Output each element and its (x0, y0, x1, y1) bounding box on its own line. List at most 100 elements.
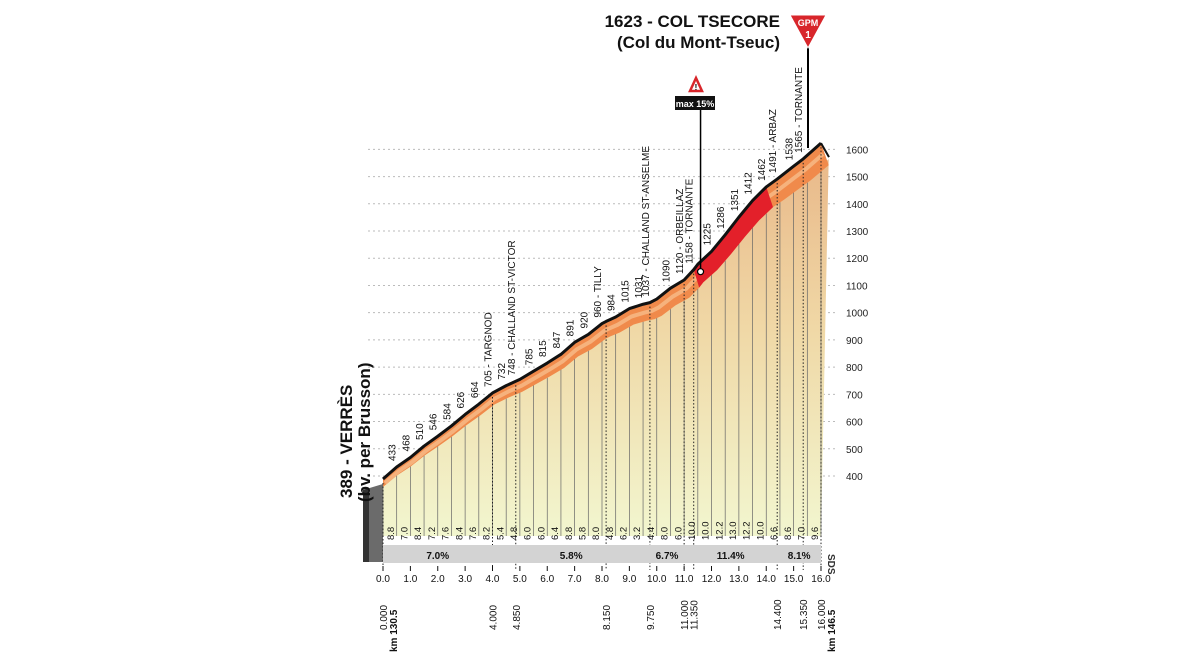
dist-marker-label: 15.350 (799, 599, 810, 630)
road-edge (382, 141, 822, 481)
dist-marker-label: 9.750 (646, 605, 657, 630)
x-tick-label: 11.0 (675, 574, 694, 585)
y-tick-label: 500 (846, 445, 863, 456)
warning-icon: ! (695, 83, 698, 92)
max-gradient-marker: ! max 15% (675, 75, 715, 276)
dist-marker-label: 11.350 (690, 600, 701, 630)
y-tick-label: 1100 (846, 281, 868, 292)
y-tick-label: 400 (846, 472, 863, 483)
altitude-label: 705 - TARGNOD (484, 312, 495, 387)
x-tick-label: 2.0 (431, 574, 445, 585)
altitude-label: 1565 - TORNANTE (794, 67, 805, 153)
altitude-label: 1286 (716, 206, 727, 229)
altitude-label: 510 (415, 423, 426, 440)
segment-gradient: 6.0 (536, 527, 547, 540)
dist-marker-label: 0.000 (379, 605, 390, 630)
segment-gradient: 6.0 (523, 527, 534, 540)
segment-gradient: 5.4 (495, 527, 506, 540)
x-tick-label: 7.0 (568, 574, 582, 585)
segment-gradient: 8.0 (660, 527, 671, 540)
segment-gradient: 6.4 (550, 527, 561, 540)
summit-marker: GPM 1 1623 - COL TSECORE (Col du Mont-Ts… (605, 12, 827, 148)
x-tick-label: 9.0 (622, 574, 636, 585)
x-tick-label: 8.0 (595, 574, 609, 585)
segment-gradient: 7.6 (441, 527, 452, 540)
start-name: 389 - VERRÈS (337, 385, 356, 498)
start-subtitle: (bv. per Brusson) (355, 363, 374, 502)
axis-layer: 7.0% 5.8% 6.7% 11.4% 8.1% 0.0 1.0 2.0 3.0 4.0 5.0 6… (376, 147, 838, 652)
start-label: 389 - VERRÈS (bv. per Brusson) (337, 363, 374, 502)
segment-gradient: 4.8 (509, 527, 520, 540)
x-tick-label: 16.0 (811, 574, 831, 585)
y-tick-label: 1500 (846, 173, 869, 184)
segment-gradient: 4.8 (605, 527, 616, 540)
altitude-label: 1462 (757, 158, 768, 181)
segment-gradient: 8.4 (454, 527, 465, 540)
altitude-label: 626 (456, 391, 467, 408)
altitude-label: 584 (442, 403, 453, 420)
altitude-label: 1412 (744, 172, 755, 195)
summit-name: 1623 - COL TSECORE (605, 12, 780, 31)
segment-gradient: 12.2 (742, 522, 753, 541)
altitude-label: 1031 (634, 276, 645, 299)
dist-marker-label: 16.000 (817, 599, 828, 630)
dist-marker-label: 8.150 (602, 605, 613, 630)
segment-gradient: 6.2 (619, 527, 630, 540)
altitude-label: 847 (552, 331, 563, 348)
dist-marker-label: 4.000 (489, 605, 500, 630)
max-gradient-label: max 15% (676, 99, 715, 109)
x-tick-label: 10.0 (647, 574, 667, 585)
sector-average: 5.8% (560, 551, 583, 562)
altitude-label: 1351 (730, 188, 741, 211)
segment-gradient: 7.0 (796, 527, 807, 540)
segment-gradient: 8.8 (564, 527, 575, 540)
altitude-label: 1225 (703, 223, 714, 246)
segment-gradient: 12.2 (714, 522, 725, 541)
segment-gradient: 4.4 (646, 527, 657, 540)
segment-gradient: 8.6 (783, 527, 794, 540)
segment-gradient: 6.6 (769, 527, 780, 540)
altitude-label: 1538 (785, 138, 796, 161)
altitude-label: 960 - TILLY (593, 266, 604, 318)
segment-gradient: 8.8 (386, 527, 397, 540)
altitude-label: 1158 - TORNANTE (685, 178, 696, 263)
segment-gradient: 7.6 (468, 527, 479, 540)
x-tick-label: 0.0 (376, 574, 390, 585)
segment-gradient: 7.2 (427, 527, 438, 540)
x-tick-label: 13.0 (729, 574, 749, 585)
sector-average: 7.0% (426, 551, 449, 562)
x-tick-label: 4.0 (486, 574, 500, 585)
x-tick-label: 14.0 (757, 574, 777, 585)
altitude-label: 1037 - CHALLAND ST-ANSELME (641, 146, 652, 297)
altitude-label: 1090 (661, 259, 672, 282)
segment-gradient: 7.0 (400, 527, 411, 540)
x-tick-label: 12.0 (702, 574, 722, 585)
x-tick-label: 1.0 (403, 574, 417, 585)
x-tick-label: 15.0 (784, 574, 804, 585)
segment-gradient: 6.0 (673, 527, 684, 540)
segment-gradient: 8.4 (413, 527, 424, 540)
y-tick-label: 700 (846, 390, 863, 401)
altitude-label: 815 (538, 340, 549, 357)
race-km-label: km 130.5 (389, 609, 400, 652)
segment-gradient: 5.8 (577, 527, 588, 540)
race-km-label: km 146.5 (827, 609, 838, 652)
sector-average: 8.1% (788, 551, 811, 562)
summit-subtitle: (Col du Mont-Tseuc) (617, 33, 780, 52)
altitude-label: 732 (497, 363, 508, 380)
x-tick-label: 6.0 (540, 574, 554, 585)
altitude-label: 664 (470, 381, 481, 398)
gpm-badge-top: GPM (798, 18, 819, 28)
altitude-label: 1015 (620, 280, 631, 303)
start-wall-edge (363, 488, 369, 562)
segment-gradient: 3.2 (632, 527, 643, 540)
dist-marker-label: 14.400 (773, 599, 784, 630)
y-tick-label: 900 (846, 336, 863, 347)
y-tick-label: 1300 (846, 227, 869, 238)
segment-gradient: 8.0 (591, 527, 602, 540)
altitude-label: 433 (388, 444, 399, 461)
segment-gradient: 10.0 (701, 522, 712, 541)
altitude-label: 984 (607, 294, 618, 311)
